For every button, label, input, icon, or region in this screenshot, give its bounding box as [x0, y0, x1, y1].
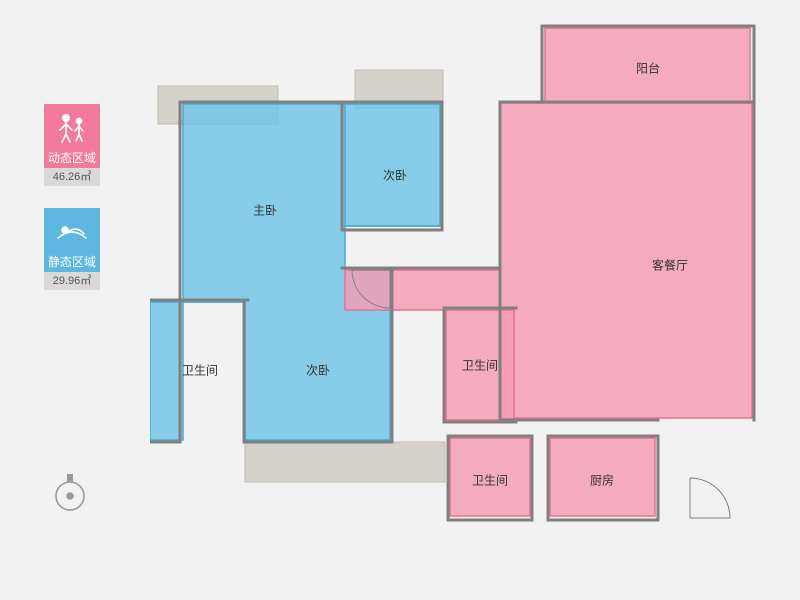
- door-arc: [690, 478, 730, 518]
- legend-static-icon: [44, 208, 100, 252]
- dynamic-zone: [545, 28, 750, 103]
- sleep-icon: [44, 208, 100, 252]
- legend-static-title: 静态区域: [44, 252, 100, 272]
- compass-icon: [50, 470, 90, 521]
- dynamic-zone: [450, 438, 530, 516]
- people-icon: [44, 104, 100, 148]
- balcony-slab: [245, 442, 445, 482]
- dynamic-zone: [550, 438, 655, 516]
- dynamic-zone: [500, 103, 752, 418]
- dynamic-zone: [446, 310, 514, 420]
- legend-dynamic-icon: [44, 104, 100, 148]
- legend-dynamic-title: 动态区域: [44, 148, 100, 168]
- legend-static: 静态区域 29.96㎡: [44, 208, 100, 290]
- floorplan: 阳台客餐厅主卧次卧次卧卫生间卫生间卫生间厨房: [150, 20, 770, 580]
- dynamic-zone: [345, 270, 500, 310]
- legend-dynamic-value: 46.26㎡: [44, 168, 100, 186]
- legend-dynamic: 动态区域 46.26㎡: [44, 104, 100, 186]
- legend-static-value: 29.96㎡: [44, 272, 100, 290]
